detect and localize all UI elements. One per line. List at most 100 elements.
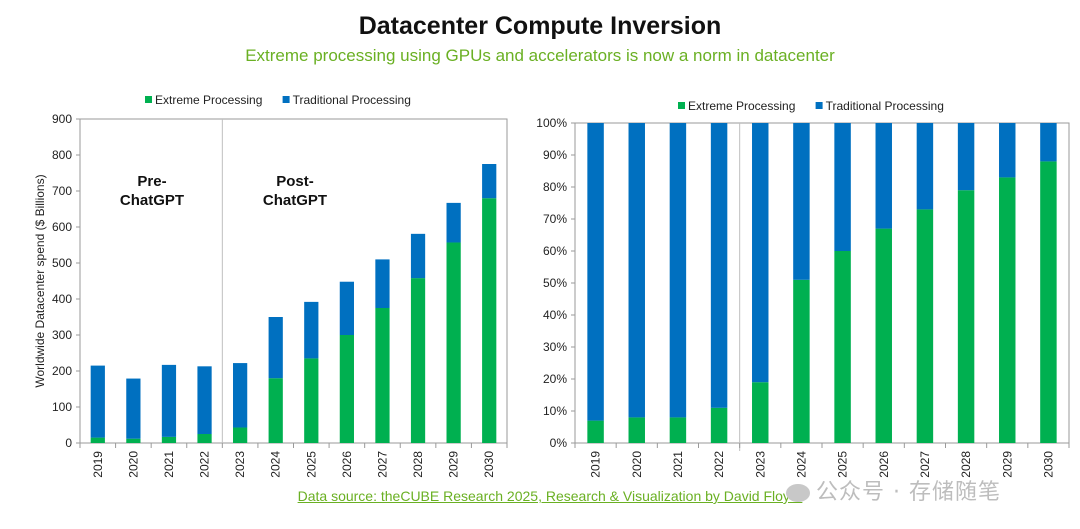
right-x-tick-label: 2028 xyxy=(959,451,973,478)
right-legend-swatch-extreme xyxy=(678,102,685,109)
left-x-tick-label: 2030 xyxy=(482,451,496,478)
right-x-tick-label: 2024 xyxy=(794,451,808,478)
right-bar-extreme-2028 xyxy=(957,190,975,443)
left-annotation-post-chatgpt: Post- xyxy=(276,173,314,190)
right-bar-extreme-2029 xyxy=(999,177,1016,443)
right-legend-label-traditional: Traditional Processing xyxy=(826,99,944,113)
right-y-tick-label: 50% xyxy=(543,276,567,290)
left-x-tick-label: 2029 xyxy=(447,451,461,478)
left-bar-traditional-2023 xyxy=(233,363,248,428)
left-x-tick-label: 2020 xyxy=(126,451,140,478)
left-y-tick-label: 300 xyxy=(52,328,72,342)
left-annotation-pre-chatgpt: Pre- xyxy=(137,173,166,190)
left-y-tick-label: 600 xyxy=(52,220,72,234)
watermark-text: 公众号 · 存储随笔 xyxy=(816,480,1001,505)
left-bar-extreme-2021 xyxy=(161,436,177,443)
left-bar-extreme-2030 xyxy=(482,198,497,443)
page-subtitle: Extreme processing using GPUs and accele… xyxy=(245,46,835,65)
right-bar-extreme-2025 xyxy=(834,251,851,443)
data-source-link[interactable]: Data source: theCUBE Research 2025, Rese… xyxy=(297,488,803,504)
right-bar-traditional-2021 xyxy=(669,123,687,418)
right-y-tick-label: 10% xyxy=(543,404,567,418)
left-bar-traditional-2025 xyxy=(304,301,319,359)
left-bar-extreme-2025 xyxy=(304,358,319,443)
left-bar-extreme-2020 xyxy=(126,438,141,443)
left-y-axis-title: Worldwide Datacenter spend ($ Billions) xyxy=(33,174,47,387)
left-bar-extreme-2027 xyxy=(375,308,390,443)
right-bar-traditional-2026 xyxy=(875,123,892,229)
right-y-tick-label: 0% xyxy=(550,436,568,450)
left-legend-swatch-traditional xyxy=(282,96,290,103)
left-bar-traditional-2027 xyxy=(375,259,390,308)
right-y-tick-label: 100% xyxy=(536,116,567,130)
left-x-tick-label: 2024 xyxy=(269,451,283,478)
right-y-tick-label: 90% xyxy=(543,148,567,162)
left-legend-label-extreme: Extreme Processing xyxy=(155,93,262,107)
watermark: 公众号 · 存储随笔 xyxy=(786,474,1001,506)
right-bar-traditional-2024 xyxy=(793,123,810,280)
left-x-tick-label: 2025 xyxy=(304,451,318,478)
right-bar-extreme-2020 xyxy=(628,417,645,443)
right-x-tick-label: 2029 xyxy=(1000,451,1014,478)
right-bar-traditional-2019 xyxy=(587,123,604,421)
left-y-tick-label: 100 xyxy=(52,400,72,414)
right-x-tick-label: 2020 xyxy=(630,451,644,478)
right-y-tick-label: 60% xyxy=(543,244,567,258)
left-legend-label-traditional: Traditional Processing xyxy=(293,93,411,107)
page-title: Datacenter Compute Inversion xyxy=(358,12,722,40)
right-bar-traditional-2027 xyxy=(916,123,934,210)
left-y-tick-label: 500 xyxy=(52,256,72,270)
right-x-tick-label: 2030 xyxy=(1041,451,1055,478)
right-x-tick-label: 2023 xyxy=(753,451,767,478)
wechat-icon xyxy=(786,484,810,502)
left-y-tick-label: 900 xyxy=(52,112,72,126)
left-annotation-pre-chatgpt: ChatGPT xyxy=(120,192,184,209)
left-bar-traditional-2030 xyxy=(482,164,497,199)
right-bar-extreme-2022 xyxy=(710,407,728,443)
left-bar-extreme-2028 xyxy=(410,278,426,443)
left-y-tick-label: 0 xyxy=(65,436,72,450)
right-bar-extreme-2027 xyxy=(916,209,934,443)
right-bar-extreme-2021 xyxy=(669,417,687,443)
left-x-tick-label: 2026 xyxy=(340,451,354,478)
left-bar-traditional-2020 xyxy=(126,378,141,439)
left-x-tick-label: 2027 xyxy=(375,451,389,478)
right-bar-traditional-2029 xyxy=(999,123,1016,178)
left-y-tick-label: 400 xyxy=(52,292,72,306)
right-bar-extreme-2026 xyxy=(875,228,892,443)
right-bar-traditional-2030 xyxy=(1040,123,1057,162)
left-y-tick-label: 700 xyxy=(52,184,72,198)
right-bar-extreme-2024 xyxy=(793,279,810,443)
right-bar-traditional-2022 xyxy=(710,123,728,408)
left-y-tick-label: 800 xyxy=(52,148,72,162)
left-x-tick-label: 2028 xyxy=(411,451,425,478)
right-y-tick-label: 40% xyxy=(543,308,567,322)
right-plot-area xyxy=(574,122,1070,444)
right-x-tick-label: 2027 xyxy=(918,451,932,478)
right-bar-traditional-2025 xyxy=(834,123,851,251)
left-bar-traditional-2021 xyxy=(161,364,177,437)
right-bar-traditional-2028 xyxy=(957,123,975,191)
right-y-tick-label: 70% xyxy=(543,212,567,226)
left-x-tick-label: 2021 xyxy=(162,451,176,478)
right-y-tick-label: 20% xyxy=(543,372,567,386)
left-bar-traditional-2026 xyxy=(339,281,354,335)
right-y-tick-label: 80% xyxy=(543,180,567,194)
right-legend-label-extreme: Extreme Processing xyxy=(688,99,795,113)
right-x-tick-label: 2021 xyxy=(671,451,685,478)
right-x-tick-label: 2025 xyxy=(836,451,850,478)
left-x-tick-label: 2023 xyxy=(233,451,247,478)
left-y-tick-label: 200 xyxy=(52,364,72,378)
right-x-tick-label: 2026 xyxy=(877,451,891,478)
left-legend-swatch-extreme xyxy=(145,96,152,103)
left-bar-traditional-2024 xyxy=(268,317,283,379)
left-annotation-post-chatgpt: ChatGPT xyxy=(263,192,327,209)
left-bar-traditional-2019 xyxy=(90,365,105,438)
right-bar-extreme-2030 xyxy=(1040,161,1057,443)
left-bar-extreme-2029 xyxy=(446,242,461,443)
right-bar-traditional-2023 xyxy=(752,123,769,383)
right-bar-extreme-2019 xyxy=(587,420,604,443)
left-bar-traditional-2022 xyxy=(197,366,212,434)
